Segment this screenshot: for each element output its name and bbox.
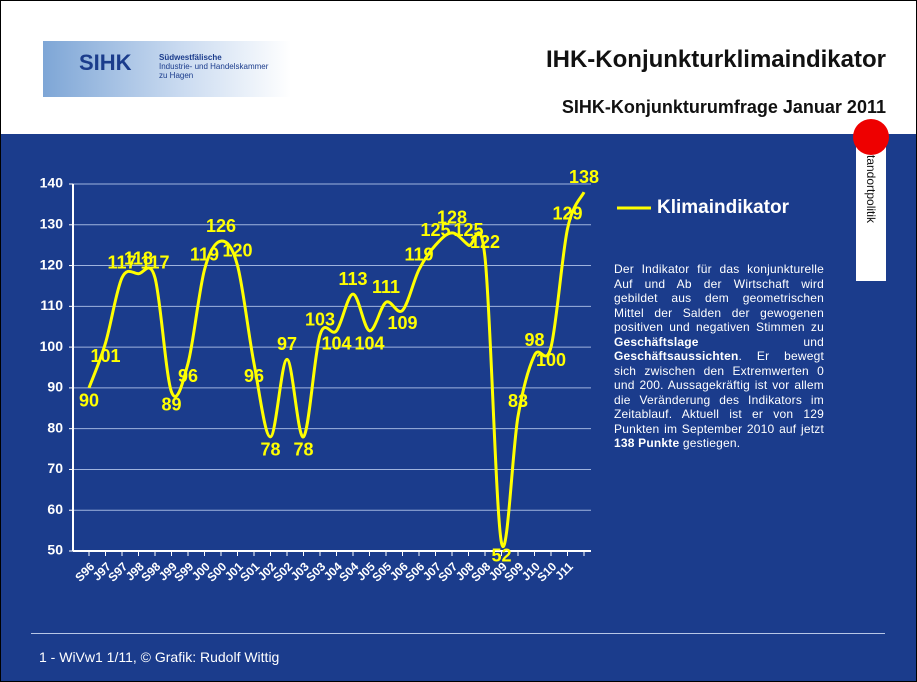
data-label: 138 (569, 167, 599, 187)
text: und (698, 334, 824, 349)
logo-name: Südwestfälische Industrie- und Handelskam… (159, 53, 268, 80)
data-label: 89 (161, 395, 181, 415)
x-tick-label: J11 (552, 559, 576, 583)
y-tick-label: 80 (47, 419, 63, 435)
data-label: 52 (491, 546, 511, 566)
red-dot (853, 119, 889, 155)
text: gestiegen. (679, 436, 741, 450)
data-label: 125 (453, 220, 483, 240)
title: IHK-Konjunkturklimaindikator (545, 46, 886, 73)
data-label: 126 (206, 216, 236, 236)
subtitle: SIHK-Konjunkturumfrage Januar 2011 (561, 97, 886, 117)
data-label: 120 (222, 240, 252, 260)
logo-short: SIHK (79, 50, 132, 75)
data-label: 78 (260, 440, 280, 460)
y-tick-label: 90 (47, 379, 63, 395)
data-label: 104 (321, 334, 351, 354)
data-label: 129 (552, 204, 582, 224)
data-label: 78 (293, 440, 313, 460)
data-label: 111 (372, 277, 400, 297)
data-label: 101 (90, 346, 120, 366)
y-tick-label: 70 (47, 460, 63, 476)
footer-rule (31, 633, 885, 634)
data-label: 103 (305, 310, 335, 330)
data-label: 90 (79, 391, 99, 411)
data-label: 100 (536, 350, 566, 370)
data-label: 119 (190, 244, 219, 264)
line (87, 191, 586, 548)
y-tick-label: 110 (40, 297, 63, 313)
data-label: 113 (338, 269, 367, 289)
data-label: 117 (140, 253, 169, 273)
text: Geschäftsaussichten (614, 349, 739, 363)
data-label: 97 (277, 334, 297, 354)
description: Der Indikator für das konjunkturelle Auf… (614, 262, 824, 451)
logo-line: Industrie- und Handelskammer (159, 62, 269, 71)
y-tick-label: 50 (47, 542, 63, 558)
footer: 1 - WiVw1 1/11, © Grafik: Rudolf Wittig (39, 649, 280, 665)
data-label: 83 (508, 391, 528, 411)
data-label: 96 (178, 366, 198, 386)
text: . Er bewegt sich zwischen den Extremwert… (614, 349, 824, 436)
data-label: 98 (524, 330, 544, 350)
data-label: 128 (437, 208, 467, 228)
logo-line: zu Hagen (159, 71, 194, 80)
logo: SIHK Südwestfälische Industrie- und Hande… (43, 41, 291, 97)
data-label: 96 (244, 366, 264, 386)
data-label: 122 (470, 232, 500, 252)
text: 138 Punkte (614, 436, 680, 450)
data-label: 109 (387, 313, 417, 333)
y-tick-label: 140 (40, 175, 64, 191)
text: Der Indikator für das konjunkturelle Auf… (614, 262, 824, 334)
data-label: 118 (124, 248, 153, 268)
data-label: 104 (354, 334, 384, 354)
logo-line: Südwestfälische (159, 53, 222, 62)
data-label: 125 (420, 220, 450, 240)
y-tick-label: 120 (40, 256, 64, 272)
data-label: 119 (404, 244, 433, 264)
y-tick-label: 130 (40, 215, 64, 231)
side-tab: Standortpolitik (856, 141, 886, 281)
y-tick-label: 100 (40, 338, 64, 354)
text: Geschäftslage (614, 334, 699, 349)
legend-label: Klimaindikator (657, 197, 790, 218)
y-tick-label: 60 (47, 501, 63, 517)
data-label: 117 (107, 253, 136, 273)
